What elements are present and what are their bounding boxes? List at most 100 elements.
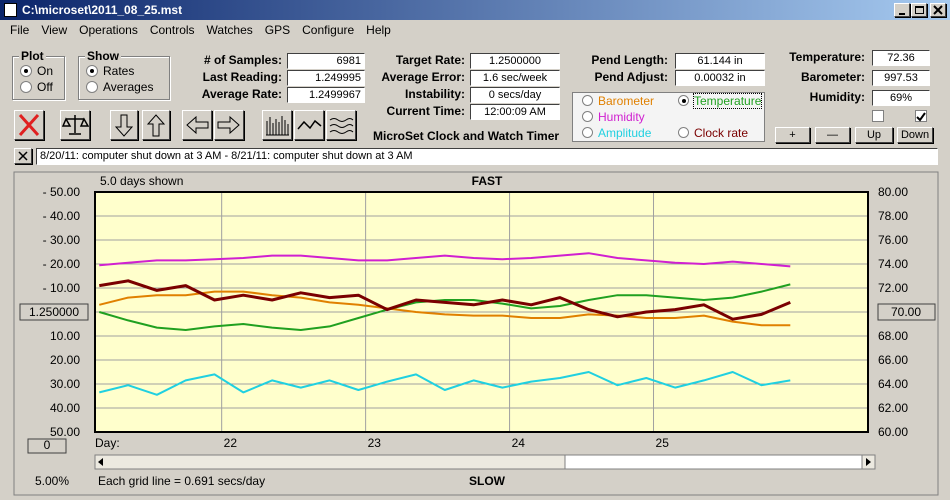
scroll-thumb[interactable] bbox=[564, 454, 863, 470]
field-value: 0.00032 in bbox=[675, 70, 765, 86]
y-tick-label: 40.00 bbox=[50, 401, 80, 415]
field-label: # of Samples: bbox=[203, 53, 282, 67]
radio[interactable] bbox=[20, 81, 32, 93]
notes-field[interactable]: 8/20/11: computer shut down at 3 AM - 8/… bbox=[36, 148, 938, 165]
checkbox[interactable] bbox=[872, 110, 884, 122]
y2-tick-label: 78.00 bbox=[878, 209, 908, 223]
checkbox[interactable] bbox=[915, 110, 927, 122]
zoom-label: 5.00% bbox=[35, 474, 69, 488]
icon bbox=[146, 114, 166, 137]
icon bbox=[114, 114, 134, 137]
right-button[interactable] bbox=[214, 110, 244, 140]
scroll-arrow[interactable] bbox=[98, 458, 103, 466]
x-tick-label: 22 bbox=[224, 436, 238, 450]
maximize-glyph bbox=[915, 6, 924, 14]
radio-label: On bbox=[37, 64, 54, 78]
field-label: Pend Length: bbox=[591, 53, 668, 67]
radio[interactable] bbox=[678, 95, 689, 106]
y2-tick-label: 76.00 bbox=[878, 233, 908, 247]
button[interactable]: Down bbox=[897, 127, 933, 143]
center-button[interactable] bbox=[19, 303, 89, 321]
plot-border bbox=[94, 191, 869, 433]
radio[interactable] bbox=[582, 111, 593, 122]
line-button[interactable] bbox=[294, 110, 324, 140]
icon bbox=[297, 119, 322, 130]
field-label: Target Rate: bbox=[395, 53, 465, 67]
waves-button[interactable] bbox=[326, 110, 356, 140]
check-mark bbox=[916, 112, 926, 122]
field-label: Humidity: bbox=[809, 90, 865, 104]
left-button[interactable] bbox=[182, 110, 212, 140]
radio[interactable] bbox=[86, 81, 98, 93]
icon bbox=[18, 113, 40, 137]
series-option: Humidity bbox=[598, 110, 645, 124]
radio[interactable] bbox=[86, 65, 98, 77]
icon bbox=[217, 115, 240, 135]
menu-item[interactable]: GPS bbox=[264, 23, 291, 37]
close-button[interactable] bbox=[930, 3, 946, 17]
y2-tick-label: 68.00 bbox=[878, 329, 908, 343]
up-button[interactable] bbox=[142, 110, 170, 140]
offset-button[interactable] bbox=[27, 438, 67, 454]
maximize-button[interactable] bbox=[911, 3, 927, 17]
button[interactable]: + bbox=[775, 127, 810, 143]
field-value: 6981 bbox=[287, 53, 365, 69]
series-option: Amplitude bbox=[598, 126, 652, 140]
y2-tick-label: 74.00 bbox=[878, 257, 908, 271]
series-option: Temperature bbox=[692, 93, 763, 109]
field-value: 12:00:09 AM bbox=[470, 104, 560, 120]
clear-button[interactable] bbox=[14, 110, 44, 140]
y2-tick-label: 66.00 bbox=[878, 353, 908, 367]
bottom-label: SLOW bbox=[469, 474, 506, 488]
x-tick-label: 24 bbox=[512, 436, 526, 450]
menu-item[interactable]: View bbox=[41, 23, 68, 37]
minimize-glyph bbox=[899, 13, 905, 15]
button[interactable]: — bbox=[815, 127, 850, 143]
field-label: Instability: bbox=[404, 87, 465, 101]
icon bbox=[186, 115, 209, 135]
series-line bbox=[99, 290, 791, 327]
y-tick-label: 10.00 bbox=[50, 329, 80, 343]
minimize-button[interactable] bbox=[894, 3, 910, 17]
button[interactable]: Up bbox=[855, 127, 893, 143]
field-label: Current Time: bbox=[386, 104, 465, 118]
show-group: Show bbox=[78, 49, 170, 100]
balance-button[interactable] bbox=[60, 110, 90, 140]
y-tick-label: - 10.00 bbox=[43, 281, 81, 295]
radio[interactable] bbox=[20, 65, 32, 77]
down-button[interactable] bbox=[110, 110, 138, 140]
field-value: 0 secs/day bbox=[470, 87, 560, 103]
series-line bbox=[99, 283, 791, 331]
field-label: Average Rate: bbox=[201, 87, 282, 101]
field-value: 1.249995 bbox=[287, 70, 365, 86]
center-button[interactable] bbox=[877, 303, 936, 321]
menu-item[interactable]: Configure bbox=[302, 23, 355, 37]
menu-item[interactable]: Operations bbox=[79, 23, 138, 37]
radio[interactable] bbox=[582, 95, 593, 106]
radio[interactable] bbox=[582, 127, 593, 138]
notes-clear-button[interactable] bbox=[14, 148, 32, 164]
scroll-arrow[interactable] bbox=[866, 458, 871, 466]
field-label: Average Error: bbox=[381, 70, 465, 84]
y-tick-label: 1.250000 bbox=[29, 305, 79, 319]
bars-button[interactable] bbox=[262, 110, 292, 140]
radio[interactable] bbox=[678, 127, 689, 138]
top-label: FAST bbox=[472, 174, 503, 188]
field-value: 997.53 bbox=[872, 70, 930, 86]
menu-item[interactable]: Help bbox=[366, 23, 391, 37]
x-tick-label: 25 bbox=[656, 436, 670, 450]
y-tick-label: - 50.00 bbox=[43, 185, 81, 199]
field-value: 1.6 sec/week bbox=[470, 70, 560, 86]
y2-tick-label: 62.00 bbox=[878, 401, 908, 415]
y2-tick-label: 64.00 bbox=[878, 377, 908, 391]
title-bar: C:\microset\2011_08_25.mst bbox=[0, 0, 950, 20]
series-line bbox=[99, 371, 791, 396]
plot-selector bbox=[572, 92, 765, 142]
series-option: Barometer bbox=[598, 94, 655, 108]
icon bbox=[266, 116, 289, 136]
menu-item[interactable]: Controls bbox=[149, 23, 195, 37]
field-label: Last Reading: bbox=[202, 70, 282, 84]
menu-item[interactable]: File bbox=[10, 23, 30, 37]
menu-item[interactable]: Watches bbox=[206, 23, 253, 37]
